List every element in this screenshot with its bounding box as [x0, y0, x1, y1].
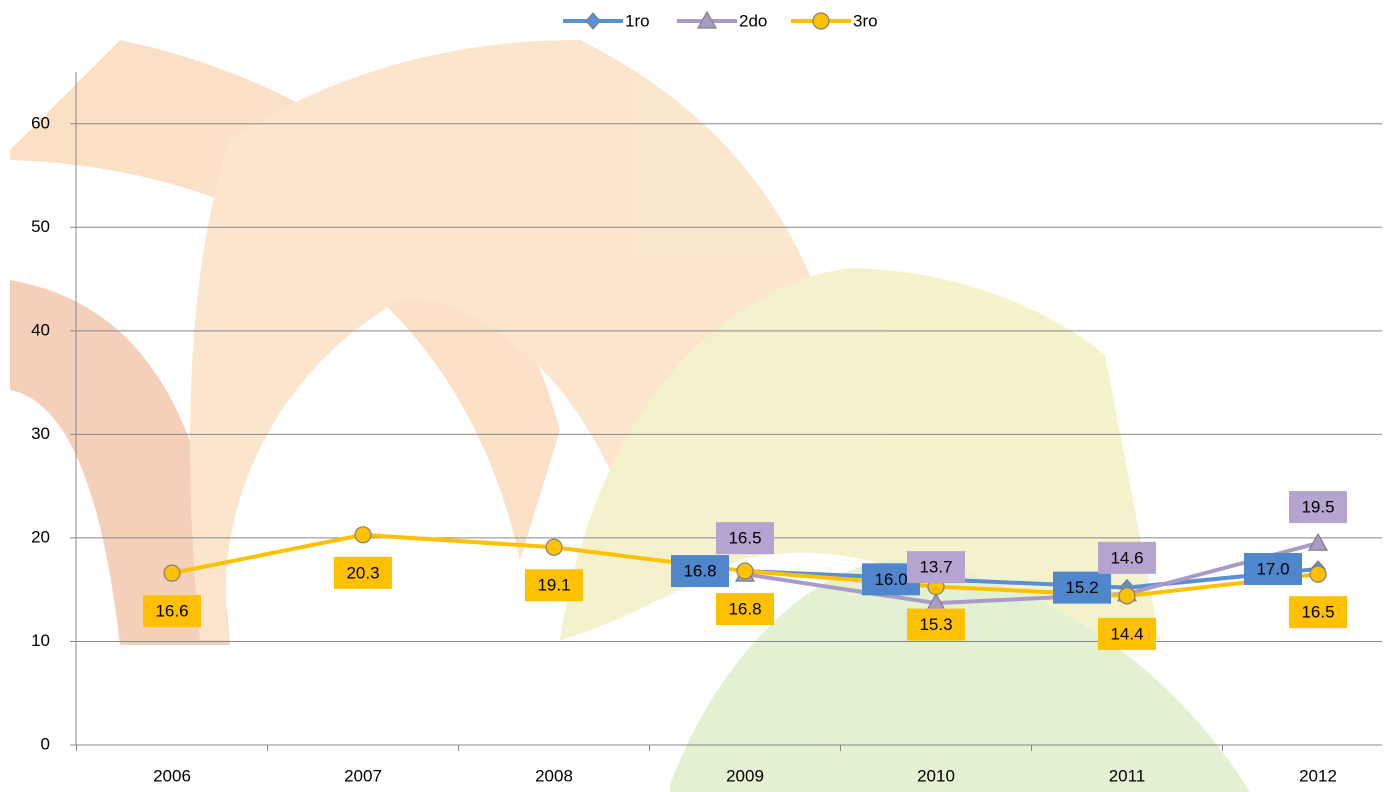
- data-label: 16.0: [874, 570, 907, 589]
- data-label: 16.6: [155, 602, 188, 621]
- data-label-box: [671, 555, 729, 588]
- data-point: [736, 562, 754, 580]
- data-label-box: [716, 522, 774, 555]
- x-tick-label: 2006: [153, 766, 191, 785]
- legend-label: 3ro: [853, 11, 878, 30]
- x-tick-label: 2010: [917, 766, 955, 785]
- x-tick-label: 2012: [1299, 766, 1337, 785]
- data-label: 15.3: [919, 615, 952, 634]
- data-label: 17.0: [1256, 559, 1289, 578]
- data-label-box: [1053, 571, 1111, 604]
- legend-marker: [812, 12, 830, 30]
- x-tick-label: 2008: [535, 766, 573, 785]
- legend-marker: [585, 12, 601, 30]
- data-point: [1309, 565, 1327, 583]
- data-label-box: [1098, 541, 1156, 574]
- series-line: [744, 541, 1319, 606]
- data-point: [1307, 532, 1329, 551]
- y-tick-label: 30: [31, 424, 50, 443]
- background-decoration: [10, 40, 1250, 792]
- data-label-box: [1289, 491, 1347, 524]
- legend-label: 1ro: [625, 11, 650, 30]
- data-label: 19.1: [537, 576, 570, 595]
- data-label-box: [525, 569, 583, 602]
- x-tick-label: 2011: [1109, 766, 1146, 785]
- data-point: [354, 526, 372, 544]
- data-point: [545, 538, 563, 556]
- series-line: [744, 566, 1319, 590]
- data-label-box: [1289, 596, 1347, 629]
- x-tick-label: 2007: [344, 766, 382, 785]
- data-label-box: [907, 608, 965, 641]
- data-label: 13.7: [919, 558, 952, 577]
- y-tick-label: 10: [31, 631, 50, 650]
- data-point: [163, 564, 181, 582]
- legend-label: 2do: [739, 11, 767, 30]
- data-point: [1118, 587, 1136, 605]
- data-label: 15.2: [1065, 578, 1098, 597]
- legend-marker: [696, 10, 718, 29]
- data-label-box: [1244, 552, 1302, 585]
- data-label-box: [907, 551, 965, 584]
- data-label: 16.5: [728, 529, 761, 548]
- data-label: 16.8: [728, 600, 761, 619]
- data-label: 20.3: [346, 563, 379, 582]
- data-label: 19.5: [1301, 498, 1334, 517]
- y-tick-label: 20: [31, 527, 50, 546]
- y-tick-label: 50: [31, 217, 50, 236]
- data-label: 16.8: [683, 562, 716, 581]
- y-tick-label: 0: [41, 734, 50, 753]
- data-label-box: [1098, 617, 1156, 650]
- data-label-box: [143, 595, 201, 628]
- data-label-box: [334, 556, 392, 589]
- y-tick-label: 60: [31, 113, 50, 132]
- data-label-box: [716, 593, 774, 626]
- x-tick-label: 2009: [726, 766, 764, 785]
- data-label: 16.5: [1301, 603, 1334, 622]
- data-label: 14.6: [1110, 548, 1143, 567]
- legend: 1ro 2do 3ro: [563, 10, 878, 30]
- data-label: 14.4: [1110, 624, 1143, 643]
- y-tick-label: 40: [31, 320, 50, 339]
